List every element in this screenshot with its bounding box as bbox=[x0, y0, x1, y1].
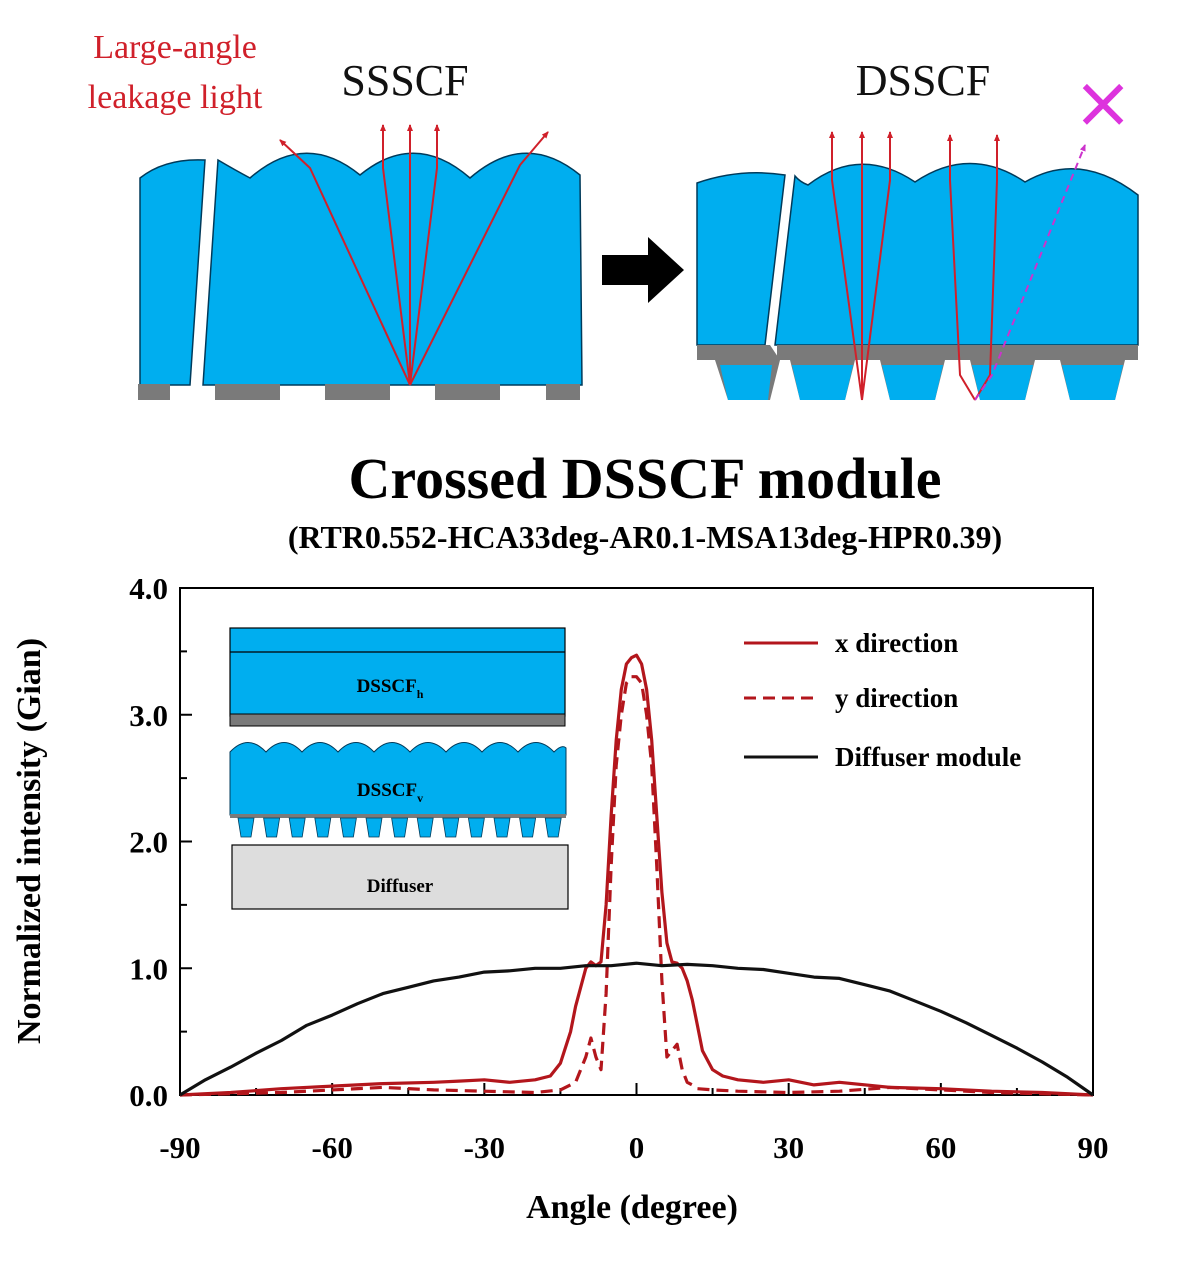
dsscf-film: × bbox=[696, 60, 1139, 401]
x-tick-label: -60 bbox=[312, 1130, 353, 1165]
legend-label-diffuser: Diffuser module bbox=[835, 742, 1021, 772]
inset-diffuser-label: Diffuser bbox=[367, 876, 434, 897]
series-x-direction bbox=[179, 653, 1094, 1097]
y-ticks: 0.0 1.0 2.0 3.0 4.0 bbox=[129, 571, 192, 1113]
x-tick-label: -30 bbox=[464, 1130, 505, 1165]
film-schematic-diagram: Large-angle leakage light SSSCF DSSCF bbox=[88, 29, 1139, 401]
inset-stack-diagram: DSSCFh DSSCFv Diffuser bbox=[229, 627, 569, 910]
y-tick-label: 2.0 bbox=[129, 825, 168, 860]
y-tick-label: 0.0 bbox=[129, 1078, 168, 1113]
y-axis-label: Normalized intensity (Gian) bbox=[11, 638, 48, 1044]
inset-dsscf-h-label: DSSCFh bbox=[357, 676, 424, 701]
inset-dsscf-v-label: DSSCFv bbox=[357, 780, 423, 805]
sssf-film bbox=[138, 124, 583, 400]
x-ticks: -90 -60 -30 0 30 60 90 bbox=[159, 1083, 1109, 1165]
legend-label-y-direction: y direction bbox=[835, 683, 958, 713]
leakage-label-line1: Large-angle bbox=[93, 29, 257, 66]
legend-label-x-direction: x direction bbox=[835, 628, 958, 658]
sssf-title: SSSCF bbox=[341, 56, 468, 105]
y-tick-label: 3.0 bbox=[129, 698, 168, 733]
x-axis-label: Angle (degree) bbox=[526, 1189, 738, 1226]
series-lines bbox=[179, 653, 1094, 1097]
legend: x direction y direction Diffuser module bbox=[744, 628, 1021, 772]
leakage-label-line2: leakage light bbox=[88, 79, 263, 116]
chart-title: Crossed DSSCF module bbox=[349, 446, 942, 511]
x-tick-label: 30 bbox=[773, 1130, 804, 1165]
series-y-direction bbox=[179, 675, 1094, 1097]
dsscf-title: DSSCF bbox=[856, 56, 991, 105]
y-tick-label: 1.0 bbox=[129, 951, 168, 986]
rejected-cross-icon: × bbox=[1073, 60, 1133, 144]
x-tick-label: 60 bbox=[925, 1130, 956, 1165]
x-tick-label: 90 bbox=[1078, 1130, 1109, 1165]
inset-dsscf-v-teeth bbox=[230, 814, 566, 838]
series-diffuser-module bbox=[179, 961, 1094, 1097]
transition-arrow bbox=[602, 237, 684, 303]
x-tick-label: 0 bbox=[629, 1130, 645, 1165]
x-tick-label: -90 bbox=[159, 1130, 200, 1165]
chart-subtitle: (RTR0.552-HCA33deg-AR0.1-MSA13deg-HPR0.3… bbox=[288, 519, 1002, 555]
y-tick-label: 4.0 bbox=[129, 571, 168, 606]
